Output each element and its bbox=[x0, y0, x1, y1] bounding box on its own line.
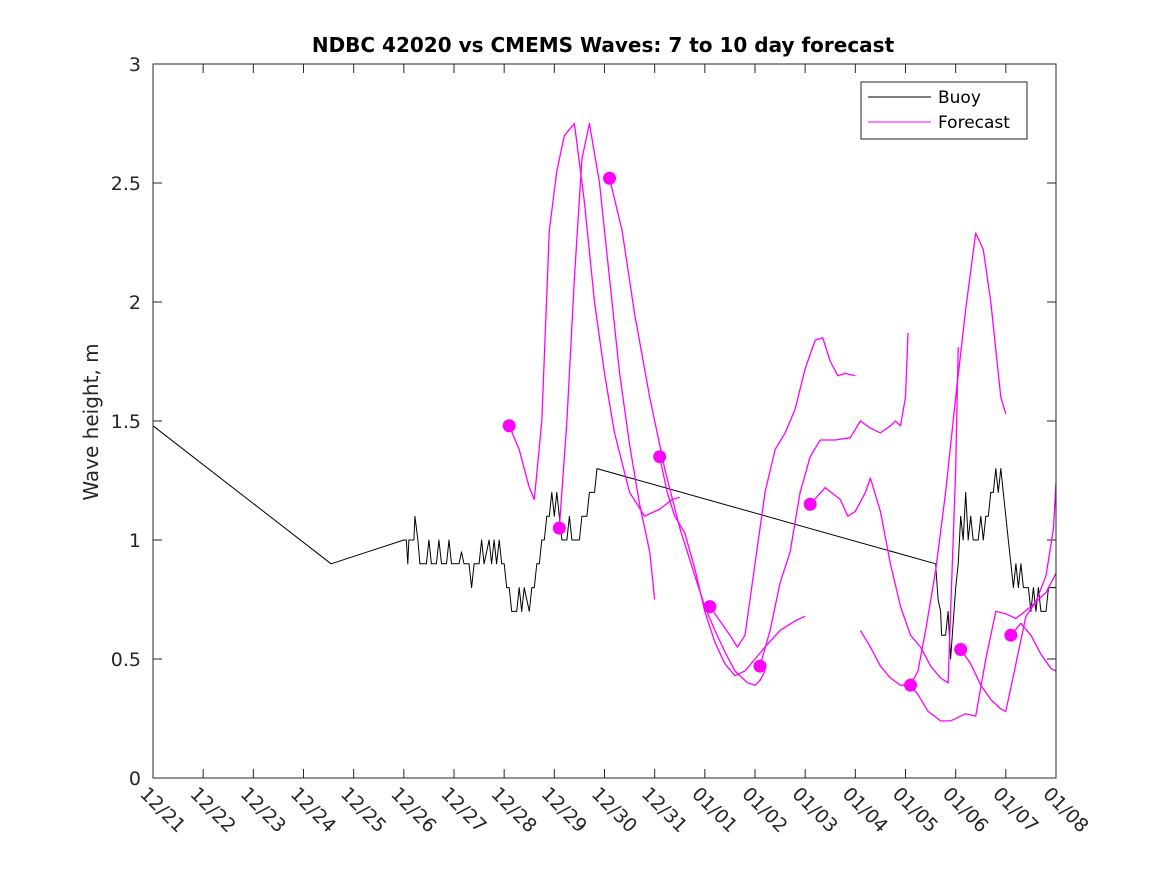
y-tick-label: 2.5 bbox=[111, 173, 141, 195]
forecast-start-marker bbox=[904, 678, 918, 692]
forecast-line bbox=[709, 337, 856, 648]
forecast-start-marker bbox=[753, 659, 767, 673]
forecast-start-marker bbox=[502, 419, 516, 433]
forecast-line bbox=[558, 122, 656, 600]
forecast-start-marker bbox=[954, 642, 968, 656]
y-tick-label: 1 bbox=[129, 530, 141, 552]
forecast-line bbox=[809, 347, 959, 684]
legend: Buoy Forecast bbox=[860, 81, 1028, 140]
forecast-line bbox=[1010, 622, 1057, 672]
y-tick-label: 1.5 bbox=[111, 411, 141, 433]
forecast-line bbox=[960, 482, 1057, 713]
forecast-start-marker bbox=[803, 497, 817, 511]
forecast-start-marker bbox=[703, 600, 717, 614]
plot-area-frame bbox=[152, 63, 1057, 779]
forecast-start-marker bbox=[603, 171, 617, 185]
legend-box bbox=[860, 81, 1028, 140]
chart-title: NDBC 42020 vs CMEMS Waves: 7 to 10 day f… bbox=[312, 33, 895, 57]
y-axis-label: Wave height, m bbox=[79, 343, 103, 500]
series-layer bbox=[152, 122, 1057, 722]
y-tick-label: 3 bbox=[129, 54, 141, 76]
y-tick-label: 0.5 bbox=[111, 649, 141, 671]
forecast-line bbox=[909, 572, 1057, 722]
y-tick-label: 2 bbox=[129, 292, 141, 314]
forecast-line bbox=[659, 456, 806, 677]
forecast-line bbox=[759, 332, 909, 667]
y-tick-label: 0 bbox=[129, 768, 141, 790]
forecast-line bbox=[859, 232, 1007, 686]
legend-forecast-label: Forecast bbox=[938, 113, 1010, 133]
forecast-line bbox=[508, 122, 680, 517]
forecast-start-marker bbox=[1004, 628, 1018, 642]
axes-ticks bbox=[152, 63, 1057, 779]
forecast-start-marker bbox=[552, 521, 566, 535]
y-tick-labels: 0 0.5 1 1.5 2 2.5 3 bbox=[111, 54, 141, 790]
forecast-start-marker bbox=[653, 450, 667, 464]
legend-buoy-label: Buoy bbox=[938, 88, 981, 108]
